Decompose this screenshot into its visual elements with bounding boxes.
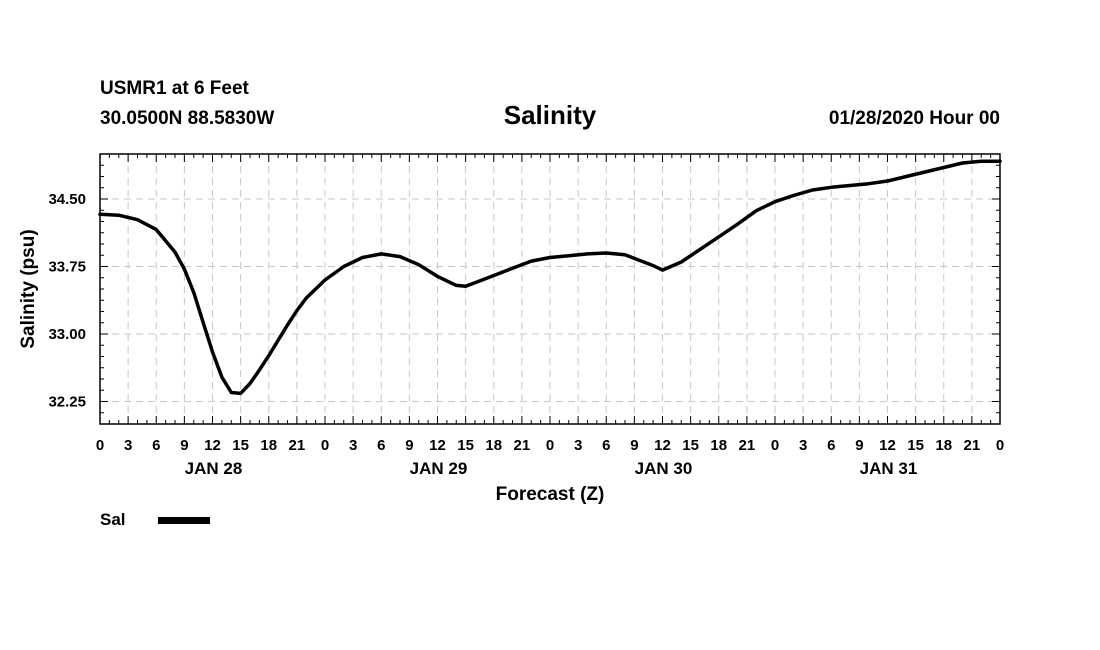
axis-ticks bbox=[99, 154, 1001, 424]
x-tick-label: 9 bbox=[405, 437, 413, 454]
x-tick-label: 12 bbox=[879, 437, 896, 454]
x-tick-label: 0 bbox=[546, 437, 554, 454]
x-tick-label: 9 bbox=[180, 437, 188, 454]
x-axis-label: Forecast (Z) bbox=[496, 484, 605, 505]
x-tick-label: 18 bbox=[485, 437, 502, 454]
x-tick-label: 21 bbox=[289, 437, 306, 454]
x-tick-label: 0 bbox=[771, 437, 779, 454]
x-tick-label: 3 bbox=[574, 437, 582, 454]
x-tick-label: 9 bbox=[855, 437, 863, 454]
x-tick-label: 0 bbox=[996, 437, 1004, 454]
x-tick-label: 15 bbox=[457, 437, 474, 454]
y-tick-label: 33.75 bbox=[48, 259, 86, 276]
x-tick-label: 18 bbox=[935, 437, 952, 454]
x-tick-label: 12 bbox=[429, 437, 446, 454]
x-tick-label: 3 bbox=[799, 437, 807, 454]
x-tick-label: 6 bbox=[602, 437, 610, 454]
station-label: USMR1 at 6 Feet bbox=[100, 78, 249, 99]
x-tick-label: 9 bbox=[630, 437, 638, 454]
x-day-label: JAN 31 bbox=[860, 459, 918, 478]
x-tick-label: 15 bbox=[232, 437, 249, 454]
legend-label: Sal bbox=[100, 510, 126, 529]
x-tick-label: 21 bbox=[964, 437, 981, 454]
station-coordinates: 30.0500N 88.5830W bbox=[100, 108, 275, 129]
y-tick-label: 33.00 bbox=[48, 326, 86, 343]
legend: Sal bbox=[100, 510, 210, 530]
x-tick-label: 3 bbox=[124, 437, 132, 454]
x-tick-label: 12 bbox=[654, 437, 671, 454]
x-tick-label: 18 bbox=[710, 437, 727, 454]
x-tick-label: 21 bbox=[514, 437, 531, 454]
forecast-datetime: 01/28/2020 Hour 00 bbox=[828, 108, 1000, 129]
x-tick-label: 6 bbox=[377, 437, 385, 454]
x-tick-label: 0 bbox=[321, 437, 329, 454]
y-tick-label: 32.25 bbox=[48, 394, 86, 411]
y-axis-label: Salinity (psu) bbox=[18, 229, 39, 348]
grid-lines bbox=[100, 154, 1000, 424]
x-day-label: JAN 28 bbox=[185, 459, 243, 478]
x-tick-label: 6 bbox=[827, 437, 835, 454]
legend-swatch bbox=[157, 516, 210, 524]
x-tick-label: 15 bbox=[907, 437, 924, 454]
series-line-sal bbox=[98, 159, 1002, 396]
x-day-label: JAN 30 bbox=[635, 459, 693, 478]
x-day-label: JAN 29 bbox=[410, 459, 468, 478]
y-tick-label: 34.50 bbox=[48, 191, 86, 208]
x-tick-label: 21 bbox=[739, 437, 756, 454]
x-tick-label: 0 bbox=[96, 437, 104, 454]
x-tick-label: 12 bbox=[204, 437, 221, 454]
x-tick-label: 18 bbox=[260, 437, 277, 454]
x-tick-label: 6 bbox=[152, 437, 160, 454]
chart-title: Salinity bbox=[503, 100, 597, 130]
x-tick-label: 3 bbox=[349, 437, 357, 454]
x-tick-label: 15 bbox=[682, 437, 699, 454]
